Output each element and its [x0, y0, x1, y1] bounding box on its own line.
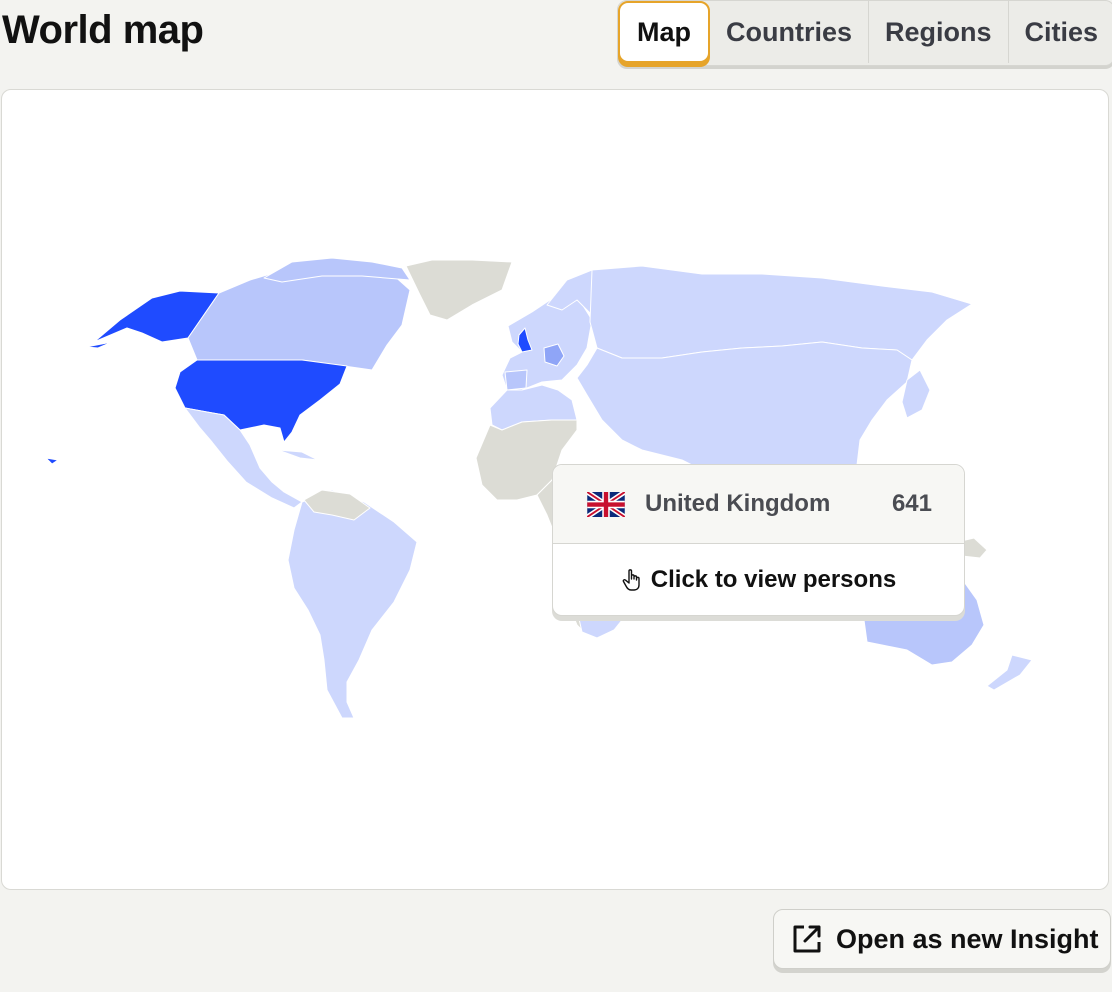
- country-mexico[interactable]: [184, 407, 303, 509]
- south-america[interactable]: [287, 489, 418, 719]
- pointer-hand-icon: [622, 569, 640, 591]
- world-map-card: United Kingdom 641 Click to view persons: [1, 89, 1109, 890]
- tab-map[interactable]: Map: [618, 1, 710, 63]
- country-spain[interactable]: [504, 369, 528, 391]
- country-united-kingdom[interactable]: [517, 327, 533, 353]
- aleutian-islands: [85, 341, 113, 349]
- country-tooltip[interactable]: United Kingdom 641 Click to view persons: [552, 464, 965, 616]
- hawaii: [45, 457, 59, 465]
- caribbean-islands: [277, 449, 319, 461]
- view-persons-link[interactable]: Click to view persons: [553, 544, 964, 616]
- venezuela-guianas[interactable]: [303, 489, 371, 521]
- tooltip-count: 641: [891, 490, 932, 517]
- tab-regions[interactable]: Regions: [869, 1, 1009, 63]
- open-as-new-insight-label: Open as new Insight: [836, 923, 1099, 954]
- page-title: World map: [2, 8, 204, 52]
- country-new-zealand[interactable]: [986, 654, 1033, 691]
- open-as-new-insight-button[interactable]: Open as new Insight: [773, 909, 1111, 969]
- tooltip-country-name: United Kingdom: [645, 490, 831, 517]
- canada-arctic-islands: [263, 257, 411, 283]
- tab-cities[interactable]: Cities: [1024, 16, 1099, 47]
- country-germany[interactable]: [543, 343, 565, 367]
- tab-countries[interactable]: Countries: [710, 1, 870, 63]
- tooltip-header: United Kingdom 641: [553, 465, 964, 544]
- external-link-icon: [793, 925, 821, 953]
- country-japan[interactable]: [901, 369, 931, 419]
- view-tabs: Map Countries Regions Cities: [617, 0, 1112, 66]
- country-greenland[interactable]: [405, 259, 513, 321]
- country-united-states[interactable]: [174, 359, 348, 443]
- uk-flag-icon: [587, 491, 625, 517]
- view-persons-label: Click to view persons: [650, 566, 897, 593]
